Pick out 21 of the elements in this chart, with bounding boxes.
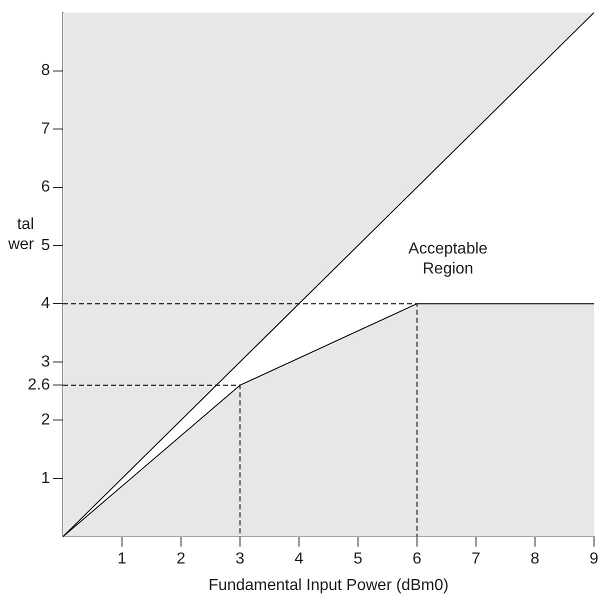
x-tick-label: 4	[294, 550, 304, 568]
x-tick-label: 3	[236, 550, 245, 568]
y-tick-label: 2.6	[28, 376, 50, 394]
x-axis-title: Fundamental Input Power (dBm0)	[208, 576, 449, 594]
x-tick-label: 8	[530, 550, 540, 568]
y-tick-label: 2	[41, 412, 50, 429]
x-tick-label: 1	[118, 550, 127, 568]
x-tick-label: 2	[176, 550, 186, 568]
y-tick-label: 8	[41, 62, 50, 80]
y-tick-label: 1	[41, 470, 50, 487]
annotation: Acceptable Region	[408, 240, 488, 278]
x-tick-label: 5	[354, 550, 363, 568]
y-tick-label: 6	[41, 178, 50, 196]
y-tick-label: 4	[41, 295, 50, 312]
y-tick-label: 5	[41, 236, 50, 254]
y-axis-title: tal wer	[7, 216, 35, 254]
y-tick-label: 3	[41, 353, 50, 370]
x-tick-label: 6	[412, 550, 422, 568]
x-tick-label: 9	[590, 550, 599, 568]
y-tick-label: 7	[41, 120, 50, 138]
x-tick-label: 7	[472, 550, 481, 568]
